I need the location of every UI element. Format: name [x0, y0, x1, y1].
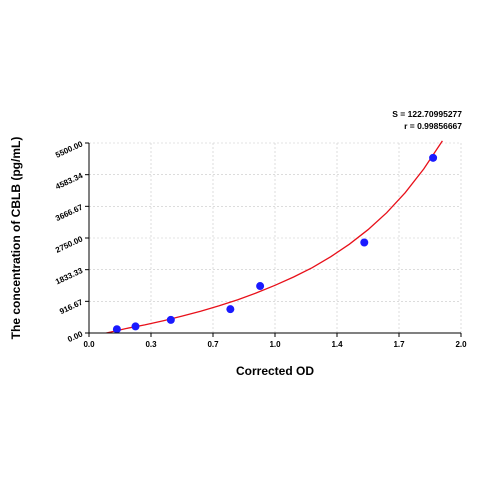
- y-tick-label: 4583.34: [54, 171, 85, 192]
- fit-curve-line: [103, 140, 443, 333]
- grid-lines: [89, 142, 462, 333]
- y-axis-title: The concentration of CBLB (pg/mL): [9, 137, 23, 340]
- data-point: [360, 238, 369, 247]
- x-tick-label: 0.7: [207, 340, 219, 349]
- data-point: [131, 322, 140, 331]
- axes: [85, 142, 462, 337]
- x-tick-label: 2.0: [455, 340, 467, 349]
- x-tick-label: 1.7: [393, 340, 405, 349]
- y-tick-label: 916.67: [58, 297, 84, 316]
- data-point: [429, 153, 438, 162]
- tick-labels: 0.0 0.3 0.7 1.0 1.4 1.7 2.0 0.00 916.67 1833.33 27…: [54, 139, 467, 349]
- y-tick-label: 1833.33: [54, 266, 85, 287]
- fit-curve-layer: [103, 140, 443, 333]
- x-tick-label: 0.3: [145, 340, 157, 349]
- x-tick-label: 0.0: [83, 340, 95, 349]
- data-point: [226, 305, 235, 314]
- y-tick-label: 0.00: [66, 329, 84, 344]
- x-tick-label: 1.4: [331, 340, 343, 349]
- data-point: [112, 325, 121, 334]
- y-tick-label: 2750.00: [54, 234, 85, 255]
- data-point: [166, 315, 175, 324]
- y-tick-label: 5500.00: [54, 139, 85, 160]
- s-statistic-label: S = 122.70995277: [392, 109, 462, 119]
- r-statistic-label: r = 0.99856667: [404, 121, 462, 131]
- data-points-layer: [112, 153, 438, 334]
- x-tick-label: 1.0: [269, 340, 281, 349]
- x-axis-title: Corrected OD: [236, 364, 314, 378]
- data-point: [256, 282, 265, 291]
- y-tick-label: 3666.67: [54, 202, 85, 223]
